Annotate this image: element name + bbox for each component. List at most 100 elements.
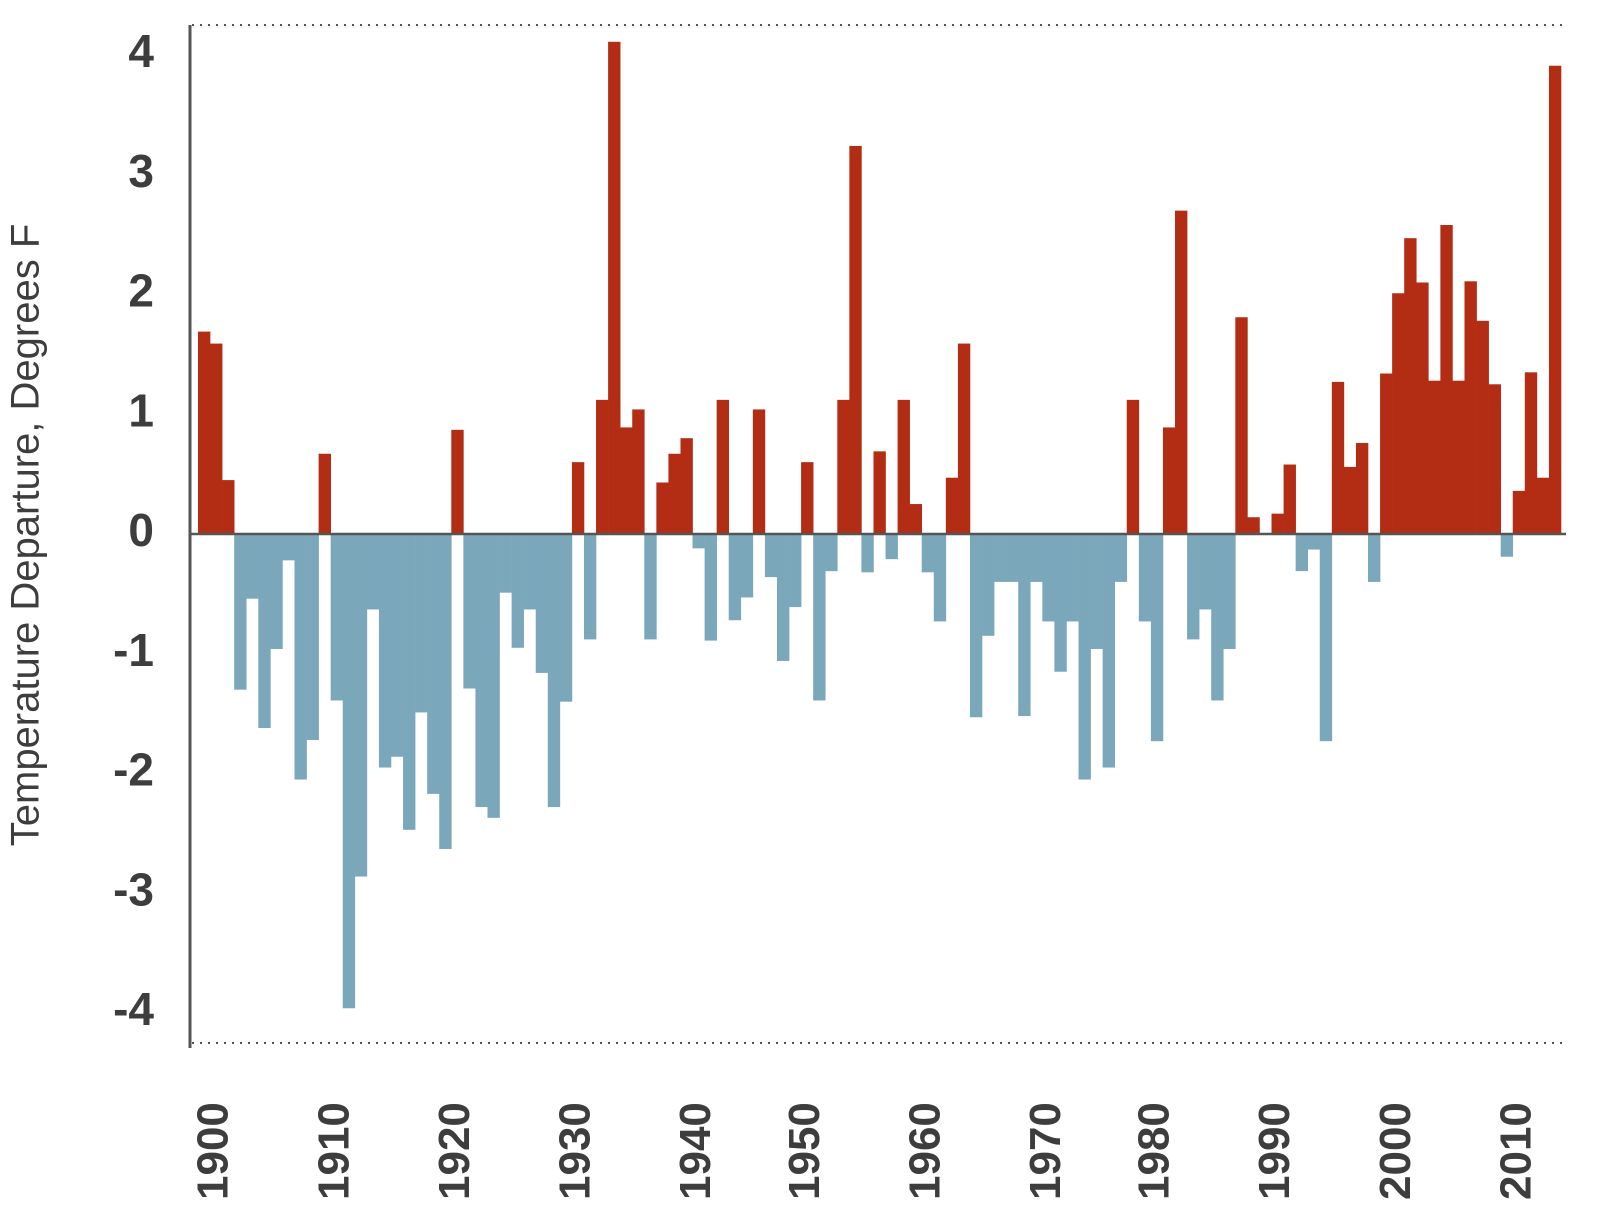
x-tick-label: 1990 [1250, 1102, 1299, 1200]
bar [608, 41, 621, 534]
bar [1175, 210, 1188, 534]
bar [945, 477, 959, 534]
bar [1235, 317, 1248, 534]
bar [716, 399, 730, 534]
bar [318, 453, 331, 534]
bar [1211, 534, 1224, 701]
x-tick-label: 2010 [1491, 1102, 1540, 1200]
bar [487, 534, 500, 818]
x-tick-label: 1910 [309, 1102, 358, 1200]
bar [1054, 534, 1067, 672]
bar [969, 534, 983, 718]
x-tick-label: 1920 [430, 1102, 479, 1200]
bar [354, 534, 368, 877]
y-tick-label: 0 [128, 504, 154, 556]
bar [1295, 534, 1308, 572]
bar [668, 453, 681, 534]
bar [1150, 534, 1164, 742]
bar [897, 399, 910, 534]
y-axis-label: Temperature Departure, Degrees F [4, 224, 48, 847]
bar [1018, 534, 1031, 717]
bar [957, 343, 971, 534]
y-tick-label: -4 [113, 983, 154, 1035]
bar [330, 534, 344, 701]
bar [982, 534, 995, 636]
bar [728, 534, 742, 621]
bar [1271, 513, 1284, 534]
bar [933, 534, 947, 622]
bar [535, 534, 549, 673]
bar [1114, 534, 1128, 582]
bar [1283, 464, 1296, 534]
bar [1500, 534, 1514, 557]
bar [1416, 282, 1429, 534]
bar [1392, 293, 1405, 534]
bar [222, 480, 235, 534]
x-tick-label: 1960 [900, 1102, 949, 1200]
bar [499, 534, 512, 593]
bar [1512, 490, 1526, 534]
bar [632, 409, 645, 534]
x-tick-label: 1950 [780, 1102, 829, 1200]
bar [656, 482, 669, 534]
bar [825, 534, 838, 572]
bar [258, 534, 271, 729]
bar [1247, 517, 1260, 534]
bar [378, 534, 392, 768]
bar [1138, 534, 1152, 622]
bar [1199, 534, 1212, 610]
bar [390, 534, 404, 757]
bar [1102, 534, 1116, 768]
bar [1331, 381, 1345, 534]
bar [1380, 373, 1393, 534]
bar [306, 534, 319, 740]
bar [571, 462, 585, 534]
bar [909, 504, 923, 534]
bar [1030, 534, 1043, 582]
bar [692, 534, 705, 549]
bar [885, 534, 898, 560]
bar [1066, 534, 1079, 622]
bar [1404, 238, 1417, 534]
bar [198, 331, 211, 534]
bar [1126, 399, 1140, 534]
bar [813, 534, 826, 701]
bar [282, 534, 295, 561]
bar [704, 534, 717, 641]
bar [994, 534, 1007, 582]
bar [463, 534, 476, 689]
bar [439, 534, 452, 849]
bar [342, 534, 356, 1009]
bar [776, 534, 790, 661]
bar [801, 462, 814, 534]
bar [789, 534, 802, 608]
y-tick-label: 4 [128, 25, 154, 77]
x-tick-label: 1930 [551, 1102, 600, 1200]
bar [511, 534, 524, 648]
bar [1090, 534, 1103, 649]
bar [752, 409, 766, 534]
bar [427, 534, 440, 794]
bar [764, 534, 778, 578]
x-tick-label: 2000 [1371, 1102, 1420, 1200]
bar [523, 534, 537, 610]
bar [849, 145, 862, 535]
x-tick-label: 1970 [1021, 1102, 1070, 1200]
bar [547, 534, 561, 808]
bar [1524, 372, 1538, 534]
bar [559, 534, 573, 702]
bar [873, 451, 886, 534]
x-tick-label: 1900 [189, 1102, 238, 1200]
bar [1343, 466, 1357, 534]
bar [583, 534, 597, 640]
bar [366, 534, 380, 610]
bar [1078, 534, 1091, 780]
bar [740, 534, 754, 598]
bar [596, 399, 609, 534]
x-tick-label: 1980 [1130, 1102, 1179, 1200]
bar [861, 534, 874, 573]
y-tick-label: 3 [128, 145, 154, 197]
y-tick-label: 1 [128, 384, 154, 436]
bar [1488, 384, 1501, 534]
bar [1319, 534, 1333, 742]
